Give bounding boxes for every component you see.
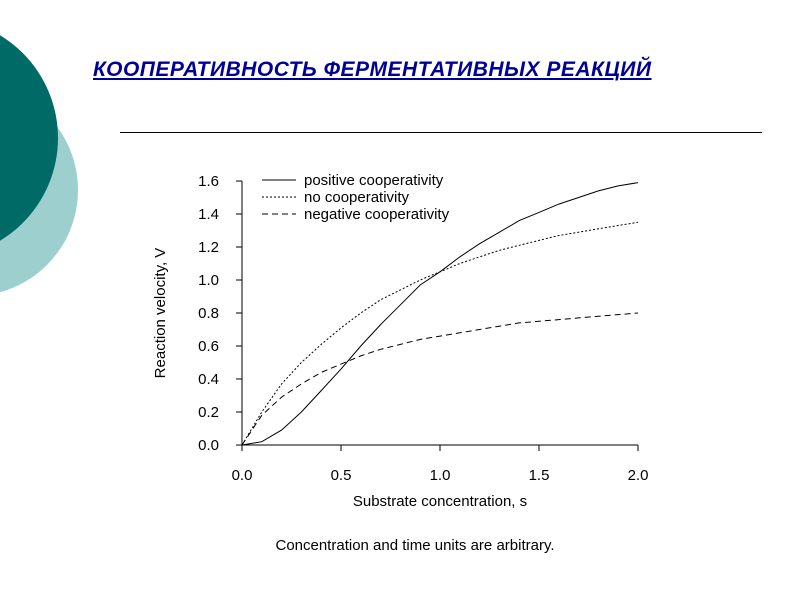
chart-caption: Concentration and time units are arbitra… [275,537,555,554]
slide-title: КООПЕРАТИВНОСТЬ ФЕРМЕНТАТИВНЫХ РЕАКЦИЙ [93,58,652,81]
x-tick-label: 2.0 [628,467,649,484]
y-tick-label: 0.6 [198,338,219,355]
y-tick-label: 0.2 [198,404,219,421]
dark-teal-circle [0,35,58,241]
x-tick-label: 0.0 [232,467,253,484]
x-axis: 0.0 0.5 1.0 1.5 2.0 Substrate concentration,… [232,444,649,510]
y-tick-label: 1.4 [198,206,219,223]
y-tick-label: 0.4 [198,371,219,388]
title-divider [120,132,762,133]
y-tick-label: 0.0 [198,437,219,454]
x-tick-label: 1.5 [529,467,550,484]
x-tick-label: 0.5 [331,467,352,484]
x-tick-label: 1.0 [430,467,451,484]
y-axis: 0.0 0.2 0.4 0.6 0.8 1.0 1.2 1.4 1.6 Reaction vel… [152,173,243,454]
series-line-dotted [241,221,639,446]
y-tick-label: 1.6 [198,173,219,190]
legend-label: negative cooperativity [304,206,450,223]
legend-label: no cooperativity [304,189,410,206]
decorative-circles [0,35,78,293]
legend-label: positive cooperativity [304,172,444,189]
y-tick-label: 0.8 [198,305,219,322]
y-tick-label: 1.2 [198,239,219,256]
series-line-dashed [241,312,639,446]
y-tick-label: 1.0 [198,272,219,289]
x-axis-label: Substrate concentration, s [353,493,527,510]
y-axis-label: Reaction velocity, V [152,248,169,379]
series-lines [241,182,639,446]
